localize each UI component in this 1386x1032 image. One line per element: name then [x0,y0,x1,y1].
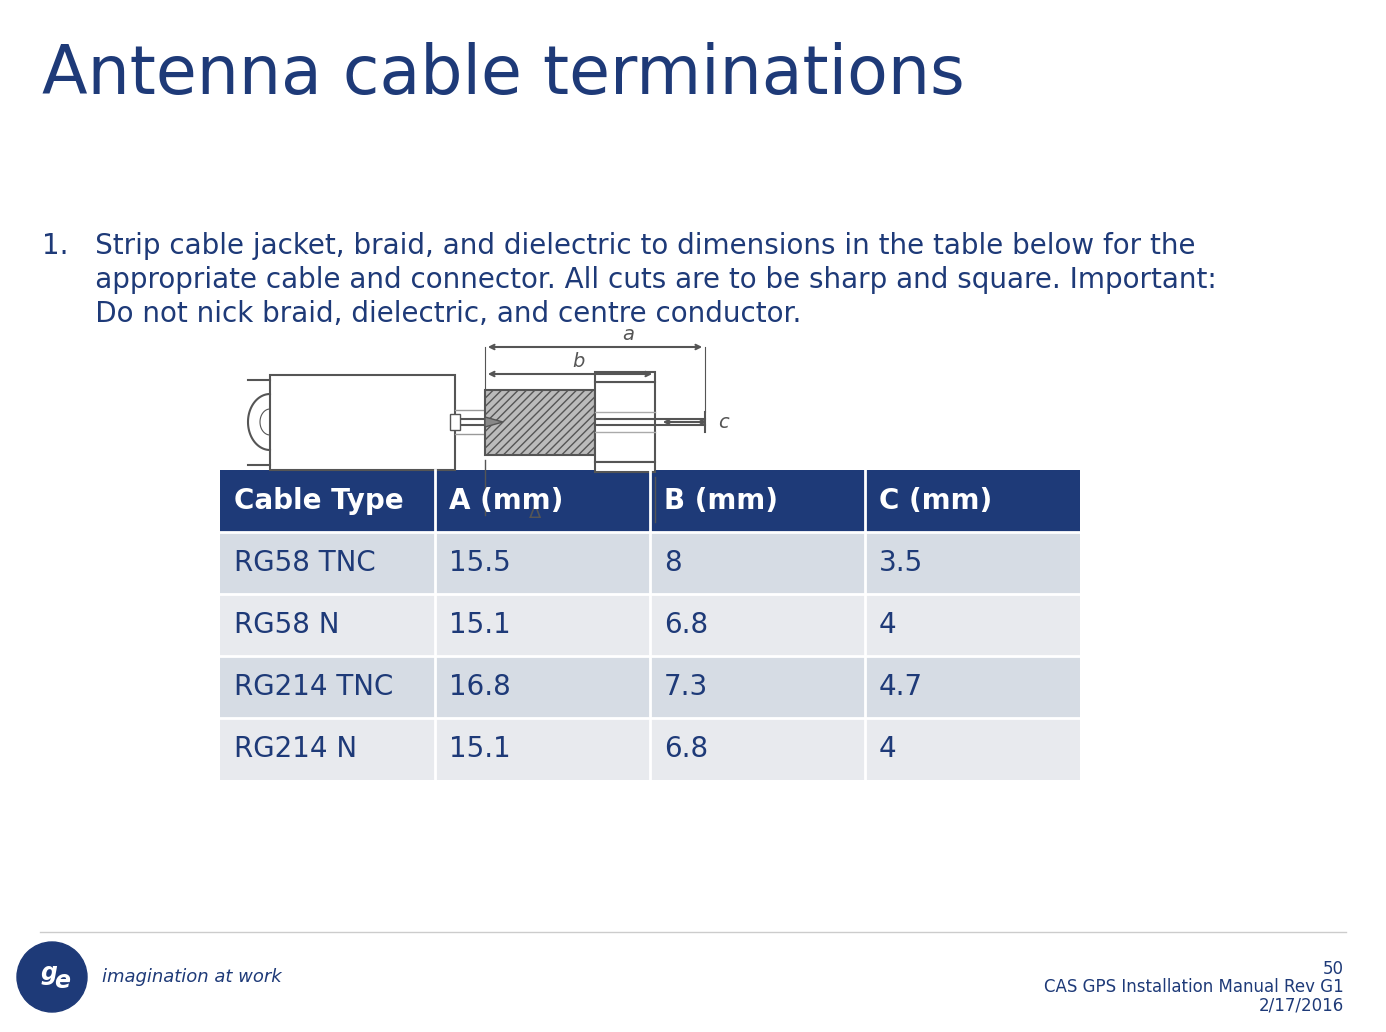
Bar [435,656,650,718]
Text: e: e [54,969,71,993]
Text: 15.1: 15.1 [449,611,511,639]
Text: RG58 TNC: RG58 TNC [234,549,376,577]
Text: RG214 N: RG214 N [234,735,358,763]
Bar [595,382,656,462]
Text: imagination at work: imagination at work [103,968,281,986]
Text: 50: 50 [1324,960,1344,978]
Bar [865,656,1080,718]
Text: 4: 4 [879,735,897,763]
Bar [650,656,865,718]
Bar [435,718,650,780]
Text: Cable Type: Cable Type [234,487,403,515]
Text: 4: 4 [879,611,897,639]
Bar [220,470,435,533]
Text: g: g [40,961,57,985]
Text: 6.8: 6.8 [664,611,708,639]
Text: 15.1: 15.1 [449,735,511,763]
Text: 6.8: 6.8 [664,735,708,763]
Text: Δ: Δ [529,505,541,522]
Bar [595,372,656,382]
Text: b: b [572,352,585,370]
Text: C (mm): C (mm) [879,487,992,515]
Circle shape [17,942,87,1012]
Text: 3.5: 3.5 [879,549,923,577]
Text: 8: 8 [664,549,682,577]
Text: c: c [718,413,729,431]
Bar [650,470,865,533]
Text: Do not nick braid, dielectric, and centre conductor.: Do not nick braid, dielectric, and centr… [42,300,801,328]
Polygon shape [485,417,503,427]
Text: 7.3: 7.3 [664,673,708,701]
Bar [865,533,1080,594]
Text: 15.5: 15.5 [449,549,511,577]
Text: 16.8: 16.8 [449,673,511,701]
Text: Antenna cable terminations: Antenna cable terminations [42,42,965,108]
Text: a: a [622,325,633,344]
Bar [485,389,595,454]
Bar [220,594,435,656]
Bar [220,533,435,594]
Bar [650,718,865,780]
Text: 4.7: 4.7 [879,673,923,701]
Bar [220,718,435,780]
Bar [435,470,650,533]
Text: RG214 TNC: RG214 TNC [234,673,394,701]
Bar [220,656,435,718]
Bar [220,470,1080,780]
Bar [450,414,460,430]
Text: appropriate cable and connector. All cuts are to be sharp and square. Important:: appropriate cable and connector. All cut… [42,266,1217,294]
Bar [435,533,650,594]
Bar [650,533,865,594]
Text: 1.   Strip cable jacket, braid, and dielectric to dimensions in the table below : 1. Strip cable jacket, braid, and dielec… [42,232,1196,260]
Text: A (mm): A (mm) [449,487,563,515]
Bar [865,718,1080,780]
Text: 2/17/2016: 2/17/2016 [1258,996,1344,1014]
Text: RG58 N: RG58 N [234,611,340,639]
Bar [270,375,455,470]
Bar [865,594,1080,656]
Bar [595,462,656,472]
Bar [650,594,865,656]
Bar [435,594,650,656]
Text: B (mm): B (mm) [664,487,778,515]
Bar [865,470,1080,533]
Text: CAS GPS Installation Manual Rev G1: CAS GPS Installation Manual Rev G1 [1044,978,1344,996]
